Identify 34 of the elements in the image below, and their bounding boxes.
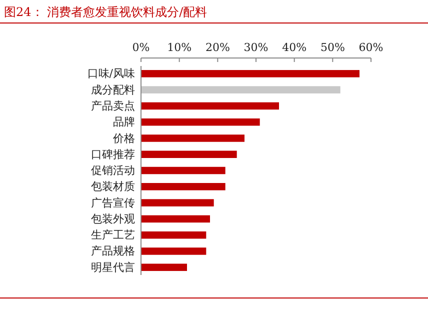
bar [141,248,206,255]
bar [141,86,340,94]
x-tick-label: 60% [358,41,384,54]
bar [141,215,210,223]
y-tick-label: 促销活动 [91,164,135,178]
x-tick-label: 20% [205,41,230,54]
bar [141,70,360,78]
y-tick-label: 广告宣传 [91,196,135,210]
y-tick-label: 产品规格 [91,244,135,258]
bar [141,134,244,142]
y-tick-label: 生产工艺 [91,228,135,242]
bar [141,102,279,110]
x-tick-label: 40% [282,41,307,54]
y-tick-label: 明星代言 [91,260,135,274]
chart-title: 图24： 消费者愈发重视饮料成分/配料 [4,5,208,19]
x-tick-label: 50% [320,41,345,54]
y-tick-label: 品牌 [113,116,135,129]
bar [141,231,206,239]
bar [141,199,214,206]
bar [141,166,226,174]
y-tick-label: 成分配料 [91,83,135,96]
y-tick-label: 价格 [112,132,135,145]
bar [141,150,237,158]
x-tick-label: 0% [132,41,150,54]
bar [141,264,187,271]
y-tick-label: 口碑推荐 [91,148,135,161]
y-tick-label: 包装材质 [91,180,135,194]
bar [141,118,260,126]
y-tick-label: 产品卖点 [91,99,135,112]
x-tick-label: 10% [167,41,192,54]
x-tick-label: 30% [244,41,268,54]
y-tick-label: 包装外观 [91,212,135,226]
bar [141,183,226,190]
y-tick-label: 口味/风味 [87,67,135,80]
